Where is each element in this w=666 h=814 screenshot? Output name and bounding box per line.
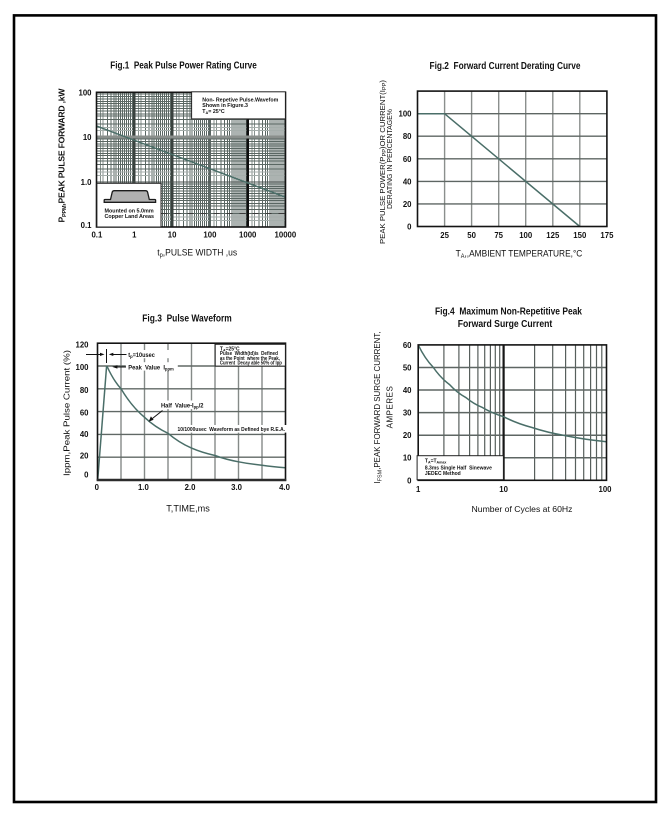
svg-text:0: 0 [84, 471, 89, 480]
svg-text:8.3ms Single Half Sinewave: 8.3ms Single Half Sinewave [425, 466, 492, 472]
svg-text:10: 10 [499, 485, 508, 494]
svg-text:TA=25°C: TA=25°C [220, 346, 240, 352]
svg-text:60: 60 [80, 409, 89, 418]
svg-text:10/1000usec Waveform as Defin: 10/1000usec Waveform as Defined bye R.E.… [178, 427, 286, 433]
svg-text:Copper Land Areas: Copper Land Areas [105, 214, 155, 220]
svg-text:40: 40 [403, 386, 412, 395]
svg-text:JEDEC Method: JEDEC Method [425, 471, 461, 477]
svg-text:Fig.2 Forward Current Deratin: Fig.2 Forward Current Derating Curve [430, 61, 581, 72]
svg-text:4.0: 4.0 [279, 483, 291, 492]
svg-text:Forward Surge Current: Forward Surge Current [458, 319, 553, 330]
svg-text:IFSM,PEAK FORWARD SURGE CURREN: IFSM,PEAK FORWARD SURGE CURRENT, [373, 332, 384, 484]
svg-text:Fig.1 Peak Pulse Power Rating: Fig.1 Peak Pulse Power Rating Curve [110, 61, 257, 72]
svg-text:Fig.3 Pulse Waveform: Fig.3 Pulse Waveform [142, 314, 232, 325]
svg-text:20: 20 [403, 431, 412, 440]
svg-text:0.1: 0.1 [81, 221, 93, 230]
svg-text:Fig.4 Maximum Non-Repetitive: Fig.4 Maximum Non-Repetitive Peak [435, 307, 582, 318]
svg-text:175: 175 [600, 231, 614, 240]
svg-text:10: 10 [403, 454, 412, 463]
svg-text:150: 150 [573, 231, 587, 240]
svg-text:tp=10usec: tp=10usec [128, 353, 155, 359]
svg-text:DERATING IN PERCENTAGE%: DERATING IN PERCENTAGE% [387, 109, 394, 209]
svg-text:0: 0 [407, 223, 412, 232]
svg-text:125: 125 [546, 231, 560, 240]
svg-text:100: 100 [75, 363, 89, 372]
svg-text:Pulse Width(td)is Defined: Pulse Width(td)is Defined [220, 351, 278, 357]
svg-text:TA= 25°C: TA= 25°C [202, 109, 225, 115]
svg-text:1.0: 1.0 [138, 483, 150, 492]
svg-text:0: 0 [95, 483, 100, 492]
svg-text:60: 60 [403, 341, 412, 350]
svg-text:40: 40 [403, 177, 412, 186]
svg-text:30: 30 [403, 409, 412, 418]
svg-text:25: 25 [440, 231, 449, 240]
svg-text:50: 50 [467, 231, 476, 240]
svg-text:as the Point where the Peak,: as the Point where the Peak, [220, 356, 281, 362]
svg-text:Peak Value Ippm: Peak Value Ippm [128, 364, 174, 371]
svg-text:TA,,AMBIENT TEMPERATURE,°C: TA,,AMBIENT TEMPERATURE,°C [456, 249, 583, 261]
svg-text:1.0: 1.0 [81, 178, 93, 187]
svg-text:Half Value-Ipp/2: Half Value-Ipp/2 [161, 402, 204, 409]
svg-text:10: 10 [168, 231, 177, 240]
svg-text:100: 100 [519, 231, 533, 240]
svg-text:20: 20 [80, 452, 89, 461]
svg-text:1: 1 [132, 231, 137, 240]
svg-text:20: 20 [403, 200, 412, 209]
svg-text:AMPERES: AMPERES [386, 386, 395, 429]
svg-text:0.1: 0.1 [91, 231, 103, 240]
svg-text:100: 100 [598, 485, 612, 494]
svg-text:T,TIME,ms: T,TIME,ms [166, 503, 210, 513]
svg-text:3.0: 3.0 [231, 483, 243, 492]
svg-text:40: 40 [80, 430, 89, 439]
svg-text:100: 100 [203, 231, 217, 240]
svg-text:Current Decay able 50% of Ipp: Current Decay able 50% of Ipp [220, 360, 282, 366]
svg-text:Shown in Figure.3: Shown in Figure.3 [202, 103, 248, 109]
svg-text:80: 80 [403, 132, 412, 141]
svg-text:100: 100 [78, 89, 92, 98]
svg-text:0: 0 [407, 476, 412, 485]
svg-text:10: 10 [83, 133, 92, 142]
svg-text:120: 120 [75, 341, 89, 350]
svg-text:1000: 1000 [239, 231, 257, 240]
svg-text:1: 1 [416, 485, 421, 494]
svg-text:Number of Cycles at 60Hz: Number of Cycles at 60Hz [472, 504, 573, 514]
svg-text:60: 60 [403, 155, 412, 164]
svg-text:tp,PULSE WIDTH ,us: tp,PULSE WIDTH ,us [157, 248, 237, 260]
svg-text:75: 75 [494, 231, 503, 240]
svg-text:PEAK PULSE POWER(PPP)OR CURREN: PEAK PULSE POWER(PPP)OR CURRENT(IPP) [378, 80, 388, 244]
svg-text:100: 100 [398, 110, 412, 119]
svg-text:Mounted on 5.0mm: Mounted on 5.0mm [105, 208, 154, 214]
svg-text:PPPM,PEAK PULSE FORWARD ,kW: PPPM,PEAK PULSE FORWARD ,kW [57, 88, 69, 223]
svg-text:Ippm,Peak Pulse Current (%): Ippm,Peak Pulse Current (%) [62, 350, 72, 476]
svg-text:80: 80 [80, 386, 89, 395]
svg-text:2.0: 2.0 [185, 483, 197, 492]
svg-text:Non- Repetive Pulse.Wavefom: Non- Repetive Pulse.Wavefom [202, 97, 278, 103]
svg-text:TA=TAmax: TA=TAmax [425, 459, 446, 465]
svg-text:50: 50 [403, 364, 412, 373]
svg-text:10000: 10000 [275, 231, 297, 240]
